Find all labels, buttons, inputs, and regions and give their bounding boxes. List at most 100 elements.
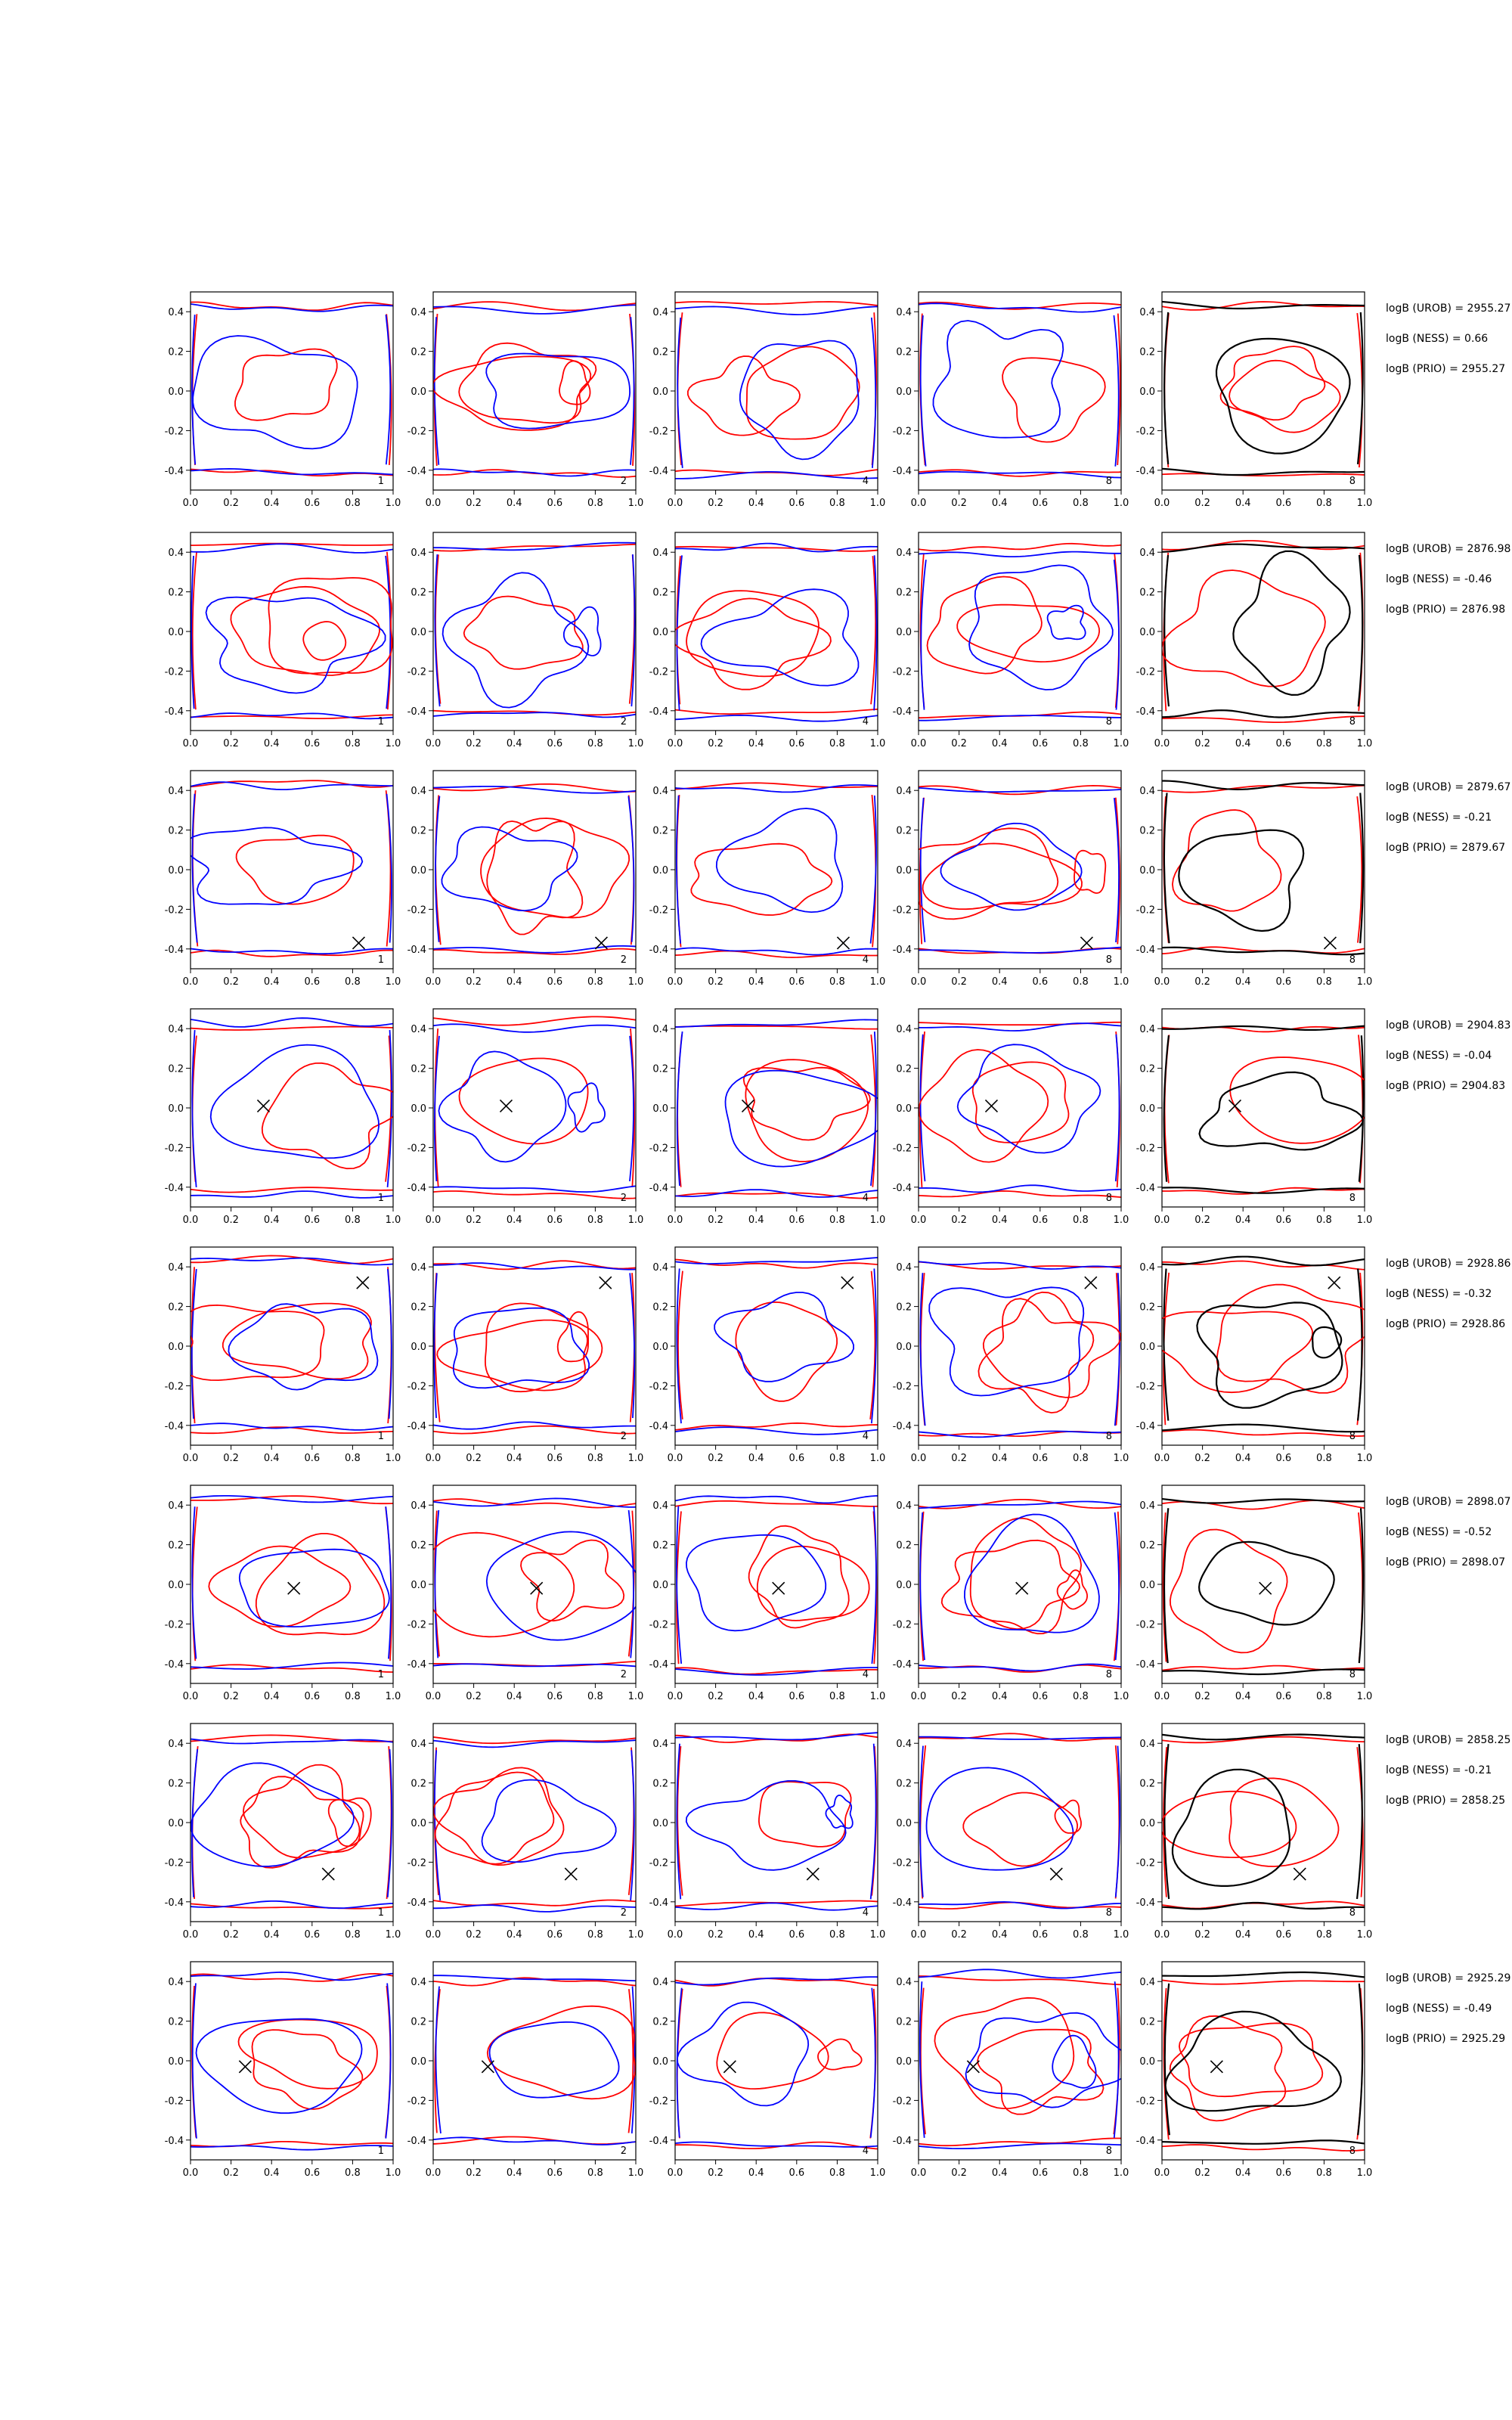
y-tick-label: 0.0 xyxy=(896,627,912,638)
y-tick-label: -0.4 xyxy=(1136,706,1155,718)
contour-line xyxy=(434,1771,555,1865)
x-tick-label: 0.2 xyxy=(708,2167,723,2179)
contour-line xyxy=(919,1273,926,1426)
contour-line xyxy=(441,826,578,912)
y-tick-label: -0.2 xyxy=(649,1381,668,1392)
x-tick-label: 0.0 xyxy=(911,976,927,988)
x-tick-label: 0.2 xyxy=(951,1929,967,1941)
y-tick-label: 0.4 xyxy=(1139,307,1155,318)
y-tick-label: 0.2 xyxy=(411,826,426,837)
axes-frame xyxy=(190,1961,394,2161)
contour-line xyxy=(919,1664,1121,1673)
contour-line xyxy=(675,950,878,958)
x-tick-label: 0.0 xyxy=(426,1215,442,1226)
contour-group xyxy=(191,1734,393,1910)
contour-line xyxy=(675,1257,878,1265)
panel-r8-c2: 0.0 0.2 0.4 0.6 0.8 1.0 0.4 0.2 0.0 -0.2 -0.4 2 xyxy=(407,1961,643,2179)
contour-line xyxy=(433,1899,636,1907)
contour-line xyxy=(433,1736,636,1745)
axes-frame xyxy=(432,1723,637,1922)
contour-group xyxy=(919,542,1121,721)
contour-line xyxy=(676,555,683,711)
panel-index-label: 4 xyxy=(863,1669,869,1680)
x-tick-label: 0.0 xyxy=(183,738,199,749)
contour-group xyxy=(191,301,393,476)
contour-line xyxy=(971,1061,1070,1143)
y-tick-label: 0.0 xyxy=(168,1342,184,1353)
x-tick-label: 0.4 xyxy=(1235,2167,1251,2179)
y-tick-label: -0.4 xyxy=(649,706,668,718)
contour-line xyxy=(191,1029,197,1188)
y-tick-label: -0.2 xyxy=(407,426,426,437)
x-tick-label: 0.6 xyxy=(547,738,562,749)
panel-r1-c3: 0.0 0.2 0.4 0.6 0.8 1.0 0.4 0.2 0.0 -0.2 -0.4 4 xyxy=(649,291,885,509)
contour-line xyxy=(675,1667,878,1676)
contour-group xyxy=(191,1255,393,1435)
contour-line xyxy=(932,320,1064,439)
contour-line xyxy=(817,2038,863,2071)
contour-line xyxy=(965,2012,1121,2108)
contour-line xyxy=(1056,1569,1089,1610)
y-tick-label: 0.2 xyxy=(652,2017,668,2028)
x-tick-label: 0.4 xyxy=(1235,1453,1251,1464)
contour-line xyxy=(1312,1326,1343,1359)
x-tick-label: 0.4 xyxy=(748,738,764,749)
contour-line xyxy=(433,709,636,716)
x-tick-label: 0.4 xyxy=(507,738,522,749)
x-tick-label: 0.6 xyxy=(789,2167,804,2179)
axes-frame xyxy=(432,532,637,731)
panel-index-label: 4 xyxy=(863,2145,869,2157)
contour-line xyxy=(1114,1745,1121,1897)
x-tick-label: 0.6 xyxy=(547,1691,562,1702)
contour-line xyxy=(1219,346,1326,421)
contour-line xyxy=(192,335,358,450)
contour-line xyxy=(1229,1056,1365,1144)
y-tick-label: 0.2 xyxy=(652,826,668,837)
x-tick-label: 0.0 xyxy=(911,498,927,509)
axes-frame xyxy=(432,1008,637,1208)
logb-stat-text: logB (PRIO) = 2904.83 xyxy=(1386,1080,1505,1092)
axes-frame xyxy=(918,1008,1122,1208)
contour-line xyxy=(237,2018,378,2090)
x-tick-label: 0.0 xyxy=(1154,976,1170,988)
axes-frame xyxy=(432,1961,637,2161)
contour-line xyxy=(715,808,844,914)
x-tick-label: 0.6 xyxy=(1275,2167,1291,2179)
y-tick-label: 0.4 xyxy=(411,786,426,797)
y-tick-label: -0.2 xyxy=(165,426,184,437)
y-tick-label: -0.2 xyxy=(649,1143,668,1154)
panel-index-label: 1 xyxy=(378,2145,384,2157)
panel-r4-c1: 0.0 0.2 0.4 0.6 0.8 1.0 0.4 0.2 0.0 -0.2 -0.4 1 xyxy=(165,1008,401,1226)
y-tick-label: 0.4 xyxy=(896,1500,912,1512)
contour-line xyxy=(1163,1983,1170,2136)
y-tick-label: 0.0 xyxy=(1139,1342,1155,1353)
panel-r5-c2: 0.0 0.2 0.4 0.6 0.8 1.0 0.4 0.2 0.0 -0.2 -0.4 2 xyxy=(407,1246,643,1464)
contour-group xyxy=(1162,780,1365,956)
x-tick-label: 0.2 xyxy=(223,1929,239,1941)
panel-index-label: 8 xyxy=(1349,1669,1356,1680)
contour-line xyxy=(562,606,602,656)
x-tick-label: 0.4 xyxy=(507,498,522,509)
contour-line xyxy=(687,355,801,436)
x-marker xyxy=(1015,1581,1029,1595)
contour-line xyxy=(919,1512,925,1661)
logb-stat-text: logB (NESS) = -0.04 xyxy=(1386,1050,1492,1062)
y-tick-label: 0.4 xyxy=(168,307,184,318)
y-tick-label: 0.2 xyxy=(411,2017,426,2028)
panel-r6-c1: 0.0 0.2 0.4 0.6 0.8 1.0 0.4 0.2 0.0 -0.2 -0.4 1 xyxy=(165,1485,401,1702)
x-tick-label: 0.8 xyxy=(1073,738,1089,749)
x-tick-label: 0.8 xyxy=(1073,1215,1089,1226)
y-tick-label: -0.2 xyxy=(893,2096,912,2107)
contour-line xyxy=(1162,1497,1365,1504)
y-tick-label: -0.2 xyxy=(165,1381,184,1392)
x-tick-label: 1.0 xyxy=(386,738,401,749)
contour-line xyxy=(205,596,386,694)
contour-line xyxy=(1162,1423,1365,1433)
contour-line xyxy=(1162,1255,1365,1267)
contour-line xyxy=(919,786,1121,793)
panel-r1-c5: 0.0 0.2 0.4 0.6 0.8 1.0 0.4 0.2 0.0 -0.2 -0.4 8 xyxy=(1136,291,1372,509)
contour-group xyxy=(919,1733,1121,1910)
contour-line xyxy=(442,572,590,709)
x-tick-label: 1.0 xyxy=(1357,1929,1373,1941)
axes-frame xyxy=(190,532,394,731)
